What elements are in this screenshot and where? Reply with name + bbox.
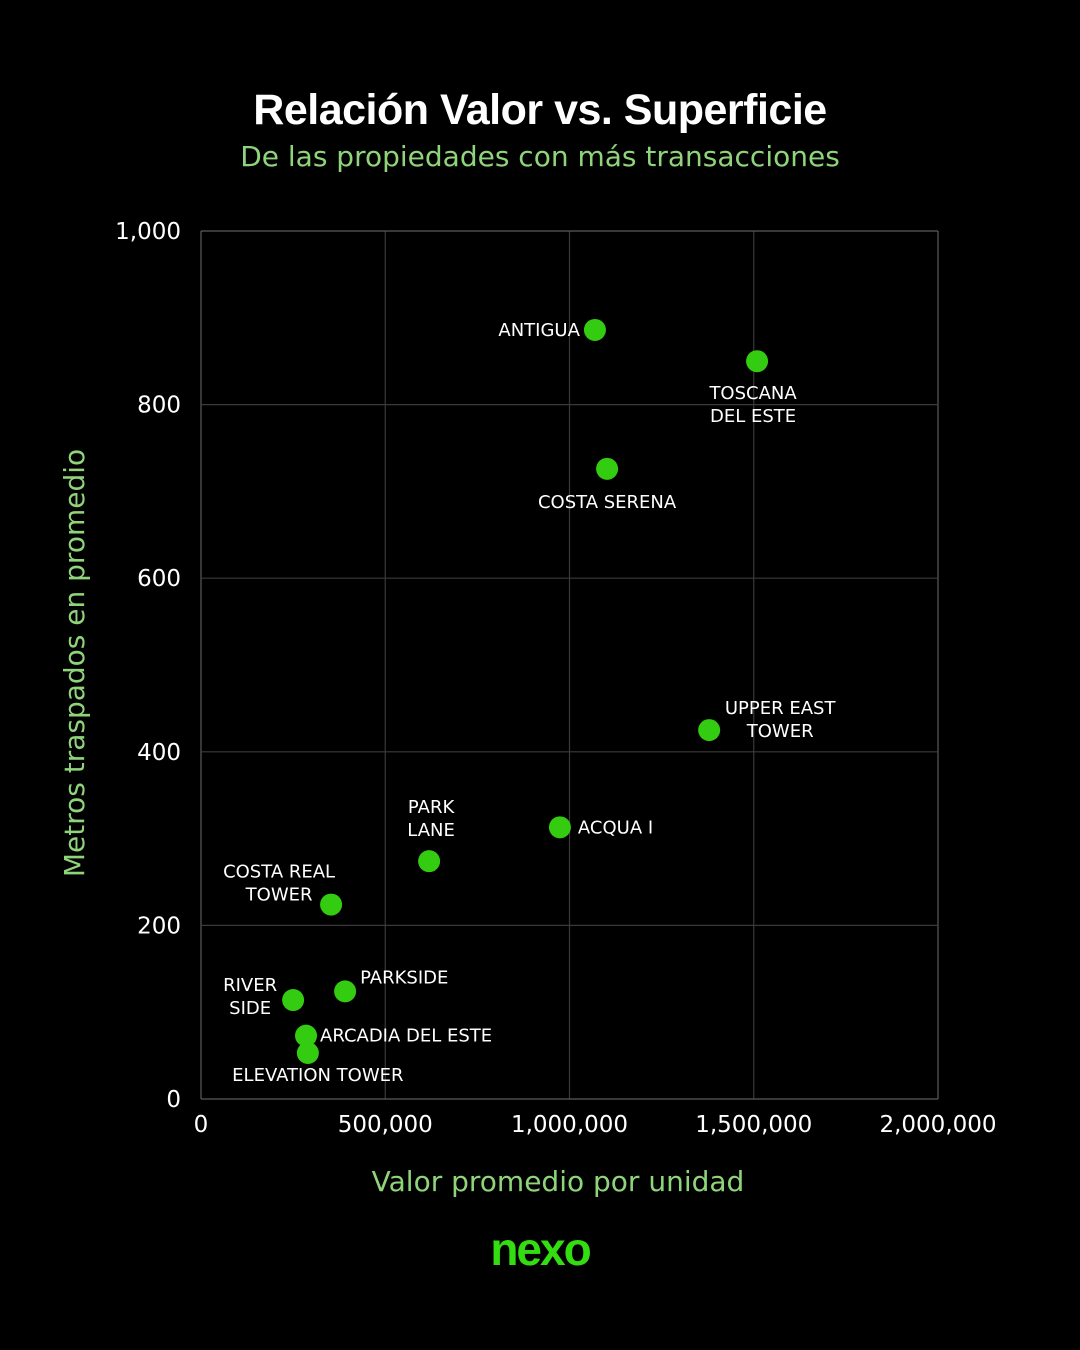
x-tick-label: 0 xyxy=(194,1112,209,1138)
point-label: TOWER xyxy=(245,885,313,906)
point-label: LANE xyxy=(407,820,455,841)
point-label: PARK xyxy=(408,797,456,818)
x-tick-labels: 0 500,000 1,000,000 1,500,000 2,000,000 xyxy=(194,1112,997,1138)
data-point xyxy=(583,318,606,341)
y-tick-labels: 0 200 400 600 800 1,000 xyxy=(115,219,181,1113)
point-label: ANTIGUA xyxy=(498,320,580,341)
data-point xyxy=(334,980,357,1003)
x-tick-label: 1,000,000 xyxy=(511,1112,628,1138)
y-tick-label: 400 xyxy=(137,740,181,766)
data-point xyxy=(596,457,619,480)
point-label: COSTA SERENA xyxy=(538,492,677,513)
point-label: DEL ESTE xyxy=(710,406,796,427)
point-label: ACQUA I xyxy=(578,817,653,838)
point-label: TOWER xyxy=(746,721,814,742)
point-label: ARCADIA DEL ESTE xyxy=(320,1026,492,1047)
x-axis-label: Valor promedio por unidad xyxy=(372,1165,745,1198)
data-point xyxy=(698,719,721,742)
x-tick-label: 1,500,000 xyxy=(695,1112,812,1138)
point-label: RIVER xyxy=(223,975,277,996)
y-tick-label: 800 xyxy=(137,393,181,419)
x-tick-label: 2,000,000 xyxy=(879,1112,996,1138)
data-point xyxy=(548,816,571,839)
y-tick-label: 200 xyxy=(137,913,181,939)
y-axis-label: Metros traspados en promedio xyxy=(58,449,91,877)
data-point xyxy=(418,850,441,873)
data-point xyxy=(746,350,769,373)
point-label: TOSCANA xyxy=(708,383,797,404)
data-point xyxy=(295,1024,318,1047)
chart-title: Relación Valor vs. Superficie xyxy=(253,86,827,134)
data-points xyxy=(282,318,769,1064)
point-label: UPPER EAST xyxy=(725,698,837,719)
x-tick-label: 500,000 xyxy=(338,1112,433,1138)
y-tick-label: 1,000 xyxy=(115,219,181,245)
point-label: COSTA REAL xyxy=(223,862,335,883)
point-label: SIDE xyxy=(229,998,271,1019)
chart-subtitle: De las propiedades con más transacciones xyxy=(240,140,840,173)
data-point xyxy=(296,1041,319,1064)
data-point xyxy=(320,893,343,916)
nexo-logo: nexo xyxy=(490,1223,591,1275)
point-label: ELEVATION TOWER xyxy=(232,1065,403,1086)
grid-lines xyxy=(200,230,939,1100)
data-point xyxy=(282,989,305,1012)
y-tick-label: 600 xyxy=(137,566,181,592)
y-tick-label: 0 xyxy=(166,1087,181,1113)
point-label: PARKSIDE xyxy=(360,967,448,988)
